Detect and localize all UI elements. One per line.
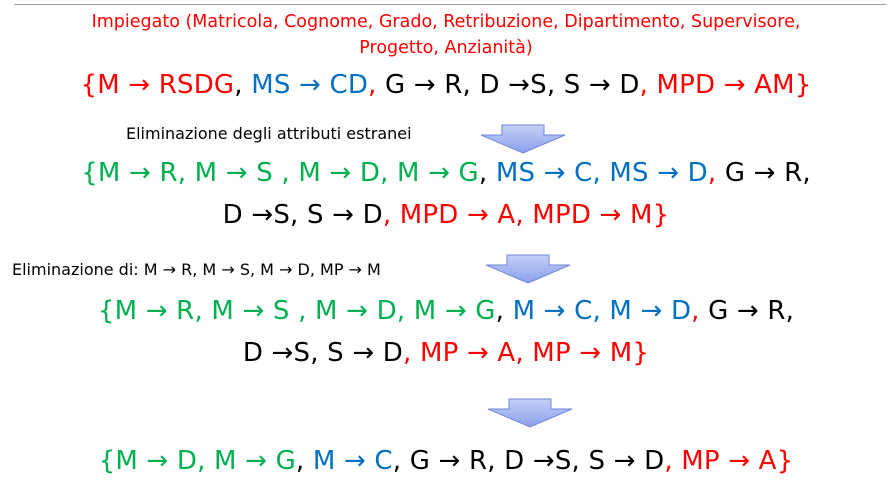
dependencies-minimal-cover: {M → D, M → G, M → C, G → R, D →S, S → D… [0,446,892,476]
fd-group: MPD → AM} [656,70,812,100]
dependencies-after-extraneous-line-2: D →S, S → D, MPD → A, MPD → M} [0,200,892,230]
fd-group: MS → C, MS → D [495,158,708,188]
separator: , [639,70,657,100]
down-arrow-icon [480,124,566,154]
separator: , [495,296,513,326]
separator: , [368,70,385,100]
fd-group: D →S, S → D [242,338,404,368]
dependencies-after-extraneous-line-1: {M → R, M → S , M → D, M → G, MS → C, MS… [0,158,892,188]
step-note-extraneous: Eliminazione degli attributi estranei [126,124,412,143]
separator: , [382,200,400,230]
separator: , [707,158,725,188]
down-arrow-icon [487,398,573,428]
separator: , [234,70,252,100]
fd-group: {M → D, M → G [98,446,296,476]
dependencies-after-redundant-line-1: {M → R, M → S , M → D, M → G, M → C, M →… [0,296,892,326]
fd-group: {M → RSDG [80,70,235,100]
fd-group: D →S, S → D [222,200,383,230]
separator: , [403,338,420,368]
fd-group: MP → A} [681,446,794,476]
fd-group: MS → CD [251,70,369,100]
dependencies-after-redundant-line-2: D →S, S → D, MP → A, MP → M} [0,338,892,368]
fd-group: {M → R, M → S , M → D, M → G [97,296,496,326]
separator: , [478,158,496,188]
separator: , [664,446,682,476]
relation-schema-line-1: Impiegato (Matricola, Cognome, Grado, Re… [91,12,801,32]
fd-group: M → C, M → D [512,296,692,326]
fd-group: {M → R, M → S , M → D, M → G [81,158,479,188]
relation-schema-line-2: Progetto, Anzianità) [359,38,533,58]
separator: , [691,296,709,326]
fd-group: MPD → A, MPD → M} [399,200,670,230]
dependencies-original: {M → RSDG, MS → CD, G → R, D →S, S → D, … [0,70,892,100]
fd-group: MP → A, MP → M} [419,338,650,368]
separator: , [392,446,410,476]
fd-group: G → R, D →S, S → D [384,70,640,100]
step-note-redundant: Eliminazione di: M → R, M → S, M → D, MP… [12,260,381,279]
top-rule [14,4,886,5]
separator: , [295,446,313,476]
fd-group: G → R, [708,296,795,326]
fd-group: G → R, D →S, S → D [409,446,665,476]
down-arrow-icon [485,254,571,284]
fd-group: M → C [312,446,393,476]
fd-group: G → R, [724,158,811,188]
